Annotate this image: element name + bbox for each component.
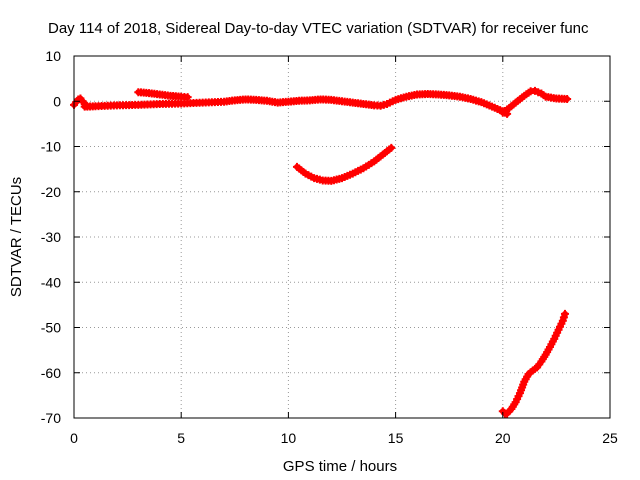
data-point-marker <box>560 309 569 318</box>
axis-ticks <box>73 55 611 419</box>
series-track-d <box>498 86 572 117</box>
x-tick-label: 25 <box>602 430 618 446</box>
y-tick-label: -20 <box>41 184 61 200</box>
y-tick-label: -70 <box>41 410 61 426</box>
y-tick-label: 0 <box>53 93 61 109</box>
x-tick-label: 10 <box>281 430 297 446</box>
data-point-marker <box>563 94 572 103</box>
data-point-marker <box>387 143 396 152</box>
x-axis-label: GPS time / hours <box>283 458 397 475</box>
x-tick-label: 20 <box>495 430 511 446</box>
y-tick-label: -60 <box>41 365 61 381</box>
y-tick-label: -30 <box>41 229 61 245</box>
tick-labels: 0 5 10 15 20 25 10 0 -10 -20 -30 -40 -50 -60 -70 <box>41 48 618 446</box>
series-track-b <box>80 90 512 118</box>
grid-lines <box>74 56 610 418</box>
chart-title: Day 114 of 2018, Sidereal Day-to-day VTE… <box>48 20 589 37</box>
series-track-e <box>292 143 396 185</box>
y-tick-label: -10 <box>41 139 61 155</box>
y-tick-label: -40 <box>41 274 61 290</box>
y-axis-label: SDTVAR / TECUs <box>8 177 25 297</box>
series-track-c <box>134 88 192 102</box>
data-points <box>70 86 572 418</box>
y-tick-label: -50 <box>41 320 61 336</box>
data-point-marker <box>183 93 192 102</box>
y-tick-label: 10 <box>45 48 61 64</box>
x-tick-label: 0 <box>70 430 78 446</box>
x-tick-label: 15 <box>388 430 404 446</box>
x-tick-label: 5 <box>177 430 185 446</box>
series-track-f <box>498 309 569 418</box>
